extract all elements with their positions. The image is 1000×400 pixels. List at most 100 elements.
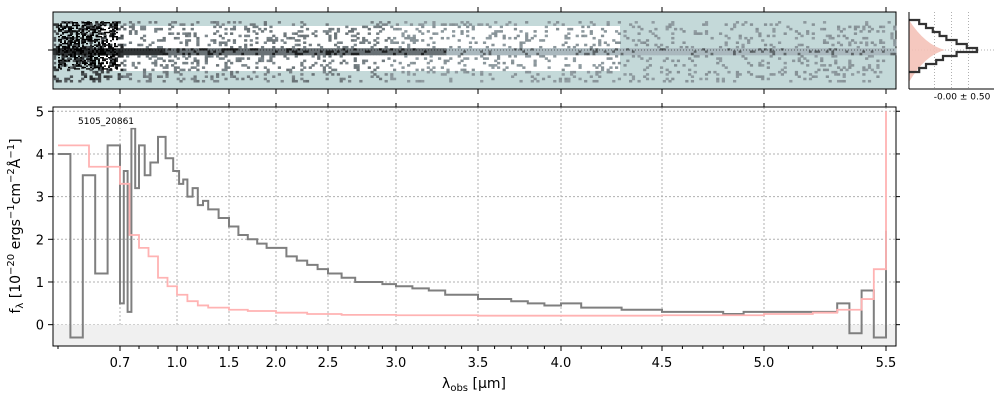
spec-pixel — [102, 52, 104, 55]
spec-pixel — [76, 43, 78, 45]
spec-pixel — [867, 25, 872, 29]
spec-pixel — [108, 66, 110, 69]
spec-pixel — [221, 48, 225, 51]
spec-pixel — [659, 48, 664, 51]
spec-pixel — [645, 52, 650, 56]
spec-pixel — [404, 52, 408, 56]
spec-pixel — [763, 23, 768, 26]
spec-pixel — [246, 34, 251, 38]
spec-pixel — [466, 57, 470, 60]
spec-pixel — [707, 48, 711, 51]
spec-pixel — [272, 48, 276, 51]
spec-pixel — [404, 36, 408, 40]
spec-pixel — [193, 57, 197, 60]
spec-pixel — [148, 77, 152, 81]
spec-pixel — [69, 75, 74, 78]
spec-pixel — [564, 57, 568, 60]
spec-pixel — [84, 62, 86, 64]
spec-pixel — [193, 66, 197, 69]
spec-pixel — [527, 52, 532, 56]
spec-pixel — [100, 36, 104, 40]
spec-pixel — [716, 50, 720, 54]
spec-pixel — [488, 50, 492, 54]
spec-pixel — [446, 70, 450, 74]
spec-pixel — [665, 48, 669, 51]
spec-pixel — [291, 75, 296, 78]
spec-pixel — [322, 68, 326, 72]
spec-pixel — [561, 48, 565, 51]
spec-pixel — [724, 41, 728, 45]
spec-pixel — [213, 52, 217, 56]
spec-pixel — [232, 21, 237, 24]
spec-pixel — [488, 48, 492, 51]
spec-pixel — [865, 41, 869, 45]
spec-pixel — [704, 77, 709, 81]
spec-pixel — [102, 57, 104, 59]
spec-pixel — [235, 59, 239, 63]
y-tick-label: 5 — [36, 105, 44, 120]
spec-pixel — [873, 70, 877, 74]
y-tick-label: 1 — [36, 276, 44, 291]
spec-pixel — [651, 48, 655, 51]
spec-pixel — [94, 38, 96, 41]
spec-pixel — [876, 30, 880, 33]
spec-pixel — [710, 36, 714, 40]
spec-pixel — [66, 50, 68, 52]
spec-pixel — [848, 43, 852, 47]
spec-pixel — [112, 65, 114, 67]
spec-pixel — [600, 34, 605, 38]
spec-pixel — [142, 48, 147, 51]
spec-pixel — [165, 73, 169, 76]
spec-pixel — [378, 50, 383, 54]
spec-pixel — [699, 50, 703, 54]
spec-pixel — [97, 73, 102, 76]
spec-pixel — [665, 68, 669, 72]
spec-pixel — [331, 73, 335, 76]
spec-pixel — [204, 34, 208, 38]
spec-pixel — [263, 23, 267, 26]
spec-pixel — [567, 36, 571, 40]
spec-pixel — [367, 66, 371, 69]
spec-pixel — [207, 50, 211, 54]
spec-pixel — [887, 21, 891, 24]
spec-pixel — [280, 79, 284, 83]
series-line-0 — [58, 127, 887, 339]
spec-pixel — [811, 52, 815, 56]
spec-pixel — [398, 61, 402, 65]
spec-pixel — [364, 50, 369, 54]
spec-pixel — [468, 45, 473, 49]
spec-pixel — [426, 50, 430, 54]
spec-pixel — [128, 52, 133, 56]
spec-pixel — [70, 43, 72, 45]
spec-pixel — [272, 39, 276, 42]
spec-pixel — [102, 41, 104, 43]
spec-pixel — [108, 65, 110, 67]
spec-pixel — [266, 52, 270, 56]
spec-pixel — [117, 52, 121, 56]
spec-pixel — [572, 75, 577, 78]
spec-pixel — [353, 27, 357, 31]
spec-pixel — [66, 26, 68, 28]
spec-pixel — [114, 26, 116, 28]
spec-pixel — [76, 37, 78, 39]
spec-pixel — [269, 52, 273, 56]
spec-pixel — [249, 50, 253, 54]
spec-pixel — [221, 36, 225, 40]
spec-pixel — [637, 48, 641, 51]
spec-pixel — [190, 50, 194, 54]
spec-pixel — [384, 45, 388, 49]
spec-pixel — [570, 50, 574, 54]
spec-pixel — [460, 30, 464, 33]
spec-pixel — [100, 65, 102, 67]
spec-pixel — [851, 39, 855, 42]
spec-pixel — [848, 50, 852, 54]
spec-pixel — [522, 48, 526, 51]
spec-pixel — [893, 50, 897, 54]
spec-pixel — [142, 50, 147, 54]
spec-pixel — [218, 52, 222, 56]
spec-pixel — [671, 21, 675, 24]
spec-pixel — [853, 32, 858, 35]
spec-pixel — [530, 50, 534, 54]
spec-pixel — [108, 45, 110, 48]
spec-pixel — [460, 50, 464, 54]
